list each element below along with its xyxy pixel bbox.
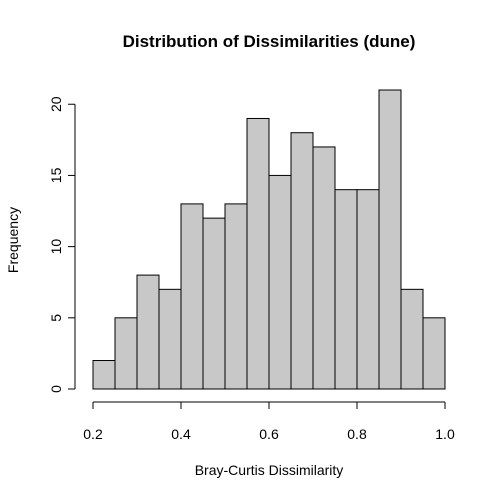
histogram-bar — [423, 318, 445, 389]
x-tick-label: 0.6 — [259, 426, 279, 442]
y-tick-label: 20 — [48, 96, 64, 112]
y-axis-ticks: 0 5 10 15 20 — [48, 96, 75, 393]
chart-title: Distribution of Dissimilarities (dune) — [123, 32, 416, 51]
histogram-bar — [357, 190, 379, 389]
histogram-bar — [203, 218, 225, 389]
bars-group — [93, 90, 445, 389]
histogram-bar — [225, 204, 247, 389]
histogram-bar — [115, 318, 137, 389]
y-tick-label: 5 — [48, 314, 64, 322]
x-tick-label: 0.8 — [347, 426, 367, 442]
y-tick-label: 15 — [48, 167, 64, 183]
histogram-bar — [401, 289, 423, 389]
x-axis-label: Bray-Curtis Dissimilarity — [195, 462, 344, 478]
x-tick-label: 1.0 — [435, 426, 455, 442]
y-axis-label: Frequency — [5, 207, 21, 273]
x-axis-ticks: 0.2 0.4 0.6 0.8 1.0 — [83, 402, 455, 442]
histogram-bar — [181, 204, 203, 389]
histogram-bar — [269, 175, 291, 389]
histogram-bar — [137, 275, 159, 389]
histogram-bar — [335, 190, 357, 389]
histogram-bar — [313, 147, 335, 389]
histogram-bar — [159, 289, 181, 389]
histogram-bar — [379, 90, 401, 389]
y-tick-label: 0 — [48, 385, 64, 393]
histogram-bar — [93, 361, 115, 389]
histogram-bar — [247, 118, 269, 389]
histogram-bar — [291, 133, 313, 389]
x-tick-label: 0.4 — [171, 426, 191, 442]
x-tick-label: 0.2 — [83, 426, 103, 442]
y-tick-label: 10 — [48, 239, 64, 255]
